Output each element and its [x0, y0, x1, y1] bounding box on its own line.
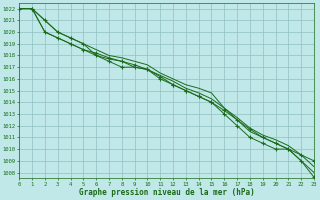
X-axis label: Graphe pression niveau de la mer (hPa): Graphe pression niveau de la mer (hPa) — [79, 188, 254, 197]
